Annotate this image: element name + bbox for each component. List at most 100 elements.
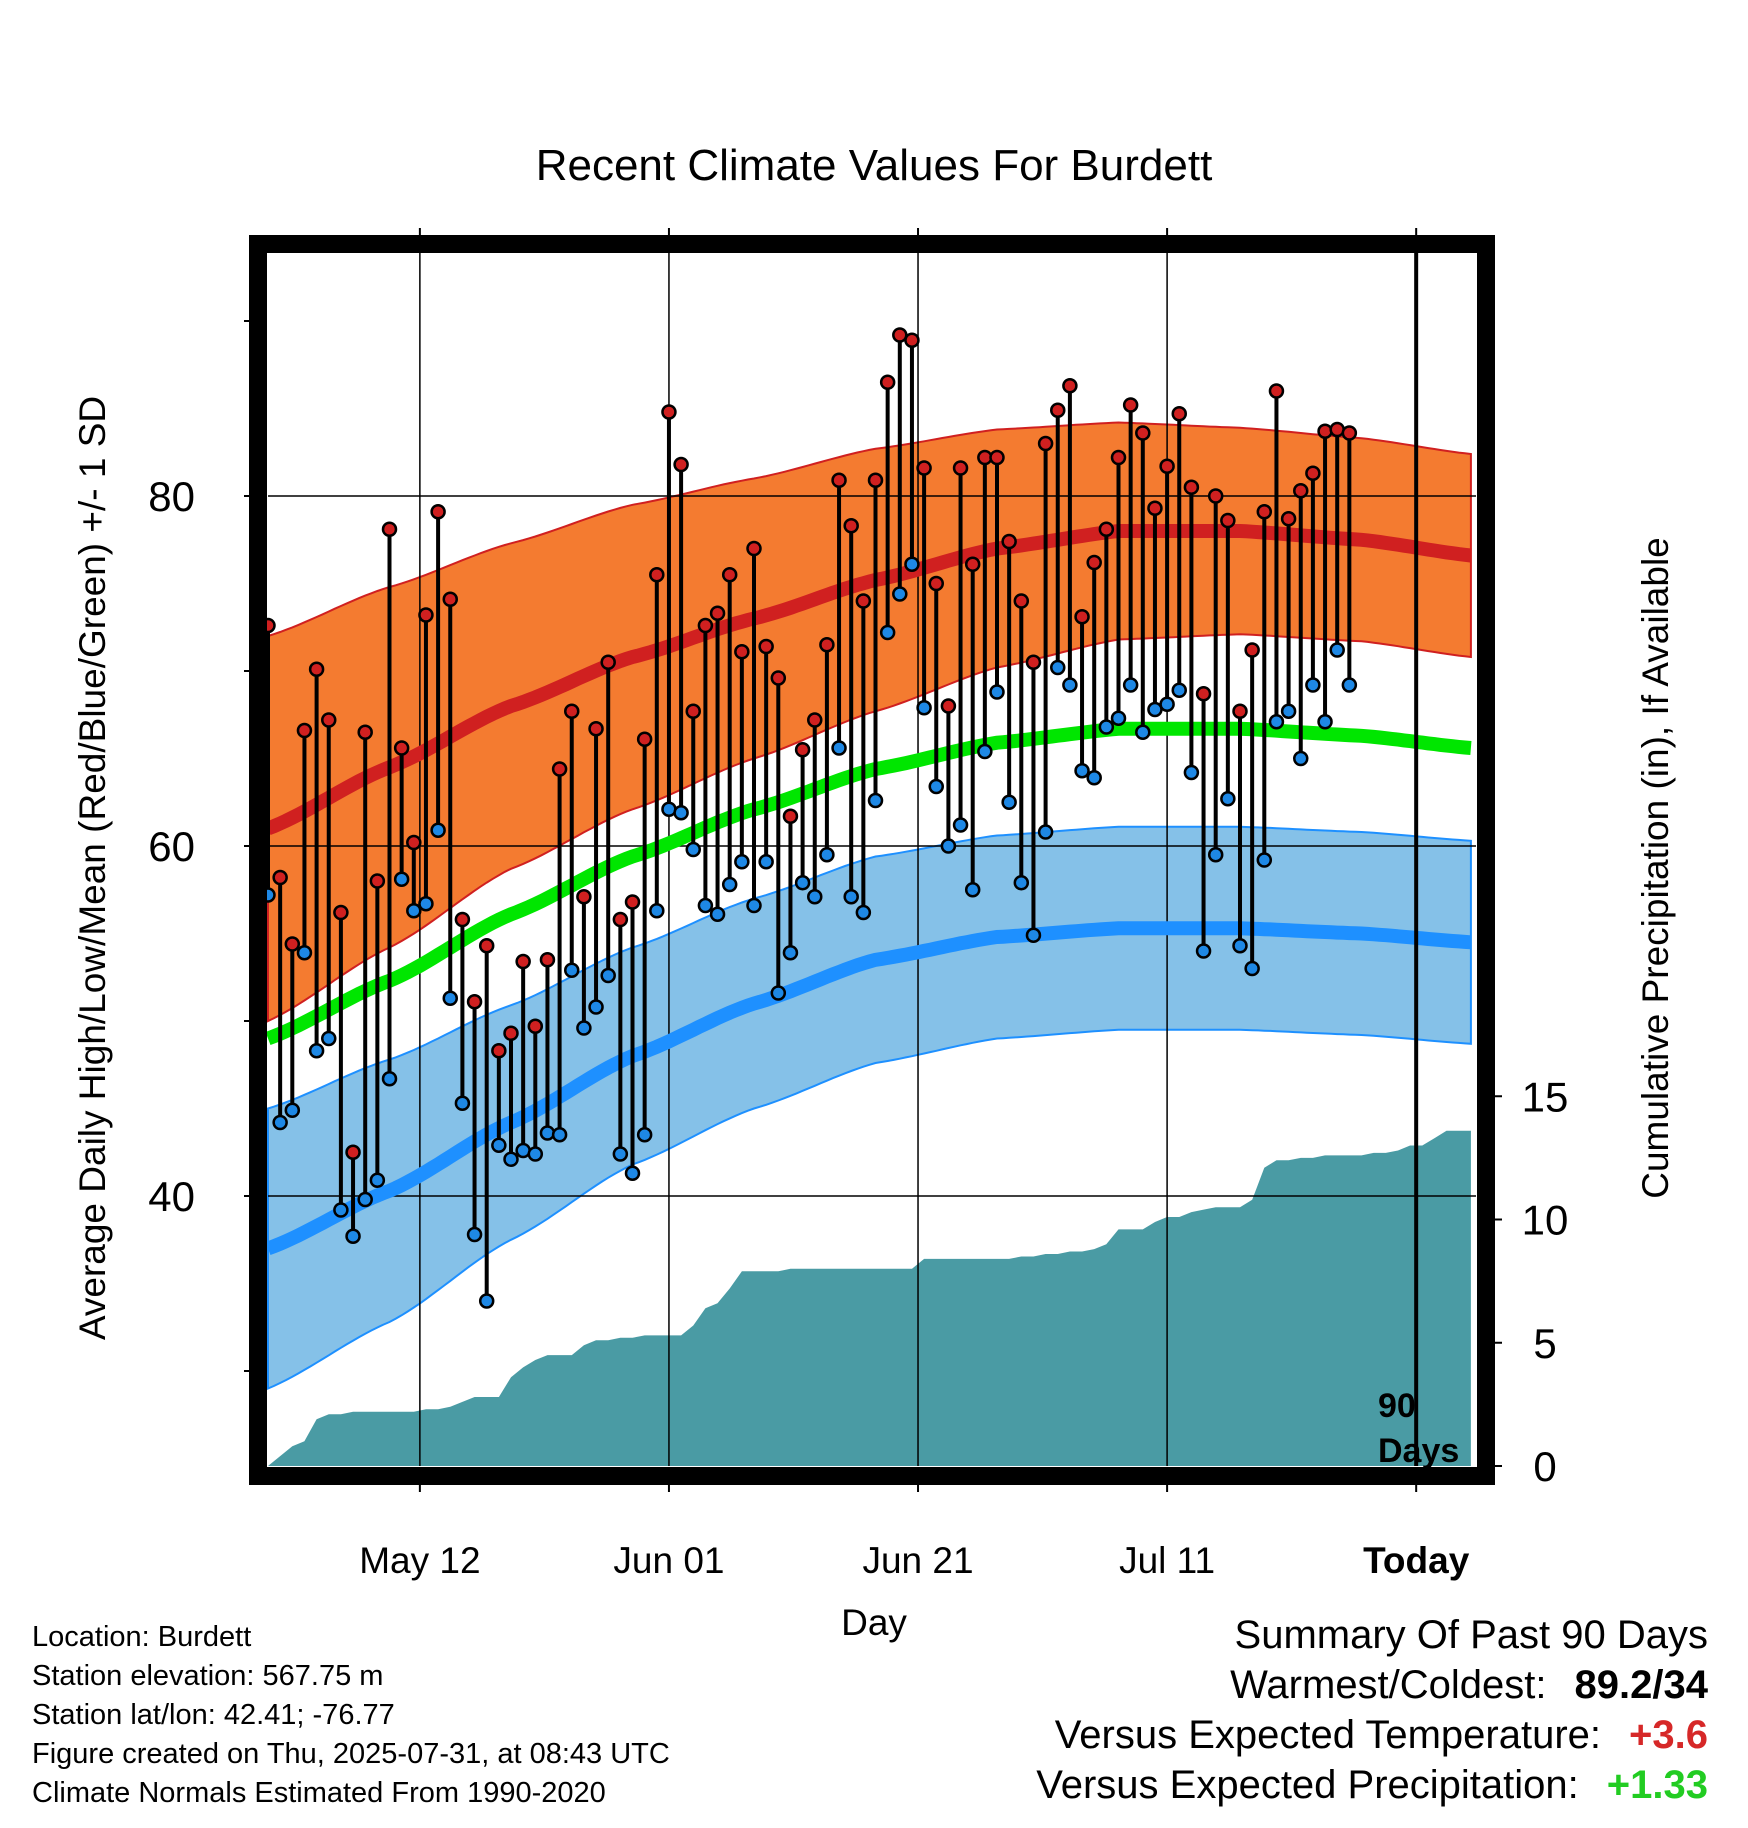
daily-high-point — [989, 449, 1005, 466]
daily-low-point — [1013, 875, 1030, 891]
y-axis-title: Average Daily High/Low/Mean (Red/Blue/Gr… — [72, 396, 113, 1340]
daily-low-point — [819, 847, 835, 863]
daily-low-point — [770, 985, 787, 1001]
daily-low-point — [1195, 943, 1212, 959]
summary-title: Summary Of Past 90 Days — [1234, 1613, 1708, 1657]
daily-high-point — [904, 332, 920, 348]
daily-low-point — [685, 841, 701, 858]
daily-low-point — [831, 740, 847, 756]
daily-low-point — [454, 1095, 471, 1111]
low-sd-band — [267, 825, 1472, 1391]
daily-low-point — [333, 1202, 349, 1218]
daily-low-point — [1341, 677, 1358, 693]
daily-low-point — [734, 854, 750, 870]
daily-low-point — [539, 1125, 556, 1141]
daily-low-point — [746, 897, 762, 914]
daily-high-point — [782, 808, 799, 824]
daily-low-point — [1086, 770, 1102, 786]
daily-high-point — [1280, 511, 1297, 527]
y2-axis-title: Cumulative Precipitation (in), If Availa… — [1635, 537, 1676, 1199]
daily-low-point — [442, 990, 458, 1006]
daily-high-point — [758, 638, 774, 655]
daily-high-point — [1159, 458, 1175, 474]
daily-low-point — [345, 1228, 361, 1244]
daily-high-point — [491, 1043, 507, 1059]
temp-anomaly-value: +3.6 — [1629, 1713, 1708, 1757]
latlon-text: Station lat/lon: 42.41; -76.77 — [32, 1699, 395, 1731]
daily-high-point — [636, 731, 653, 747]
warmest-coldest-label: Warmest/Coldest: — [1230, 1663, 1547, 1707]
daily-high-point — [1062, 378, 1078, 394]
daily-low-point — [758, 854, 774, 870]
daily-low-point — [1098, 719, 1115, 735]
daily-high-point — [466, 994, 483, 1010]
daily-high-point — [588, 721, 604, 737]
daily-high-point — [1001, 533, 1017, 550]
daily-low-point — [406, 903, 422, 919]
axes-layer: 40 60 80 0 5 10 15 May 12 Jun 01 Jun 21 Jul 11 Toda… — [148, 228, 1568, 1581]
daily-low-point — [588, 999, 604, 1015]
daily-high-point — [1098, 521, 1115, 537]
daily-high-point — [527, 1018, 544, 1034]
warmest-coldest-row: Warmest/Coldest: 89.2/34 — [1036, 1660, 1708, 1710]
daily-high-point — [624, 894, 641, 910]
daily-high-point — [1268, 383, 1285, 399]
high-sd-band — [267, 421, 1472, 1023]
daily-high-point — [454, 911, 471, 928]
daily-high-point — [308, 661, 325, 677]
daily-low-point — [466, 1226, 483, 1243]
daily-low-point — [1074, 763, 1090, 779]
daily-low-point — [576, 1020, 592, 1036]
daily-low-point — [491, 1137, 507, 1153]
daily-high-point — [333, 904, 349, 921]
normal-lines-layer — [265, 524, 1472, 1256]
normal-bands-layer — [267, 421, 1472, 1391]
daily-low-point — [649, 903, 665, 919]
x-tick-label: Jul 11 — [1119, 1540, 1215, 1581]
daily-high-point — [612, 911, 629, 928]
daily-low-point — [369, 1172, 386, 1188]
y-tick-label: 80 — [148, 473, 195, 520]
daily-low-point — [892, 586, 908, 602]
daily-low-point — [1025, 927, 1042, 943]
daily-high-point — [1195, 686, 1212, 702]
daily-high-point — [1110, 449, 1127, 466]
daily-high-point — [551, 761, 568, 777]
daily-low-point — [709, 906, 726, 922]
daily-low-point — [807, 889, 823, 905]
daily-low-point — [564, 962, 580, 978]
daily-high-point — [1037, 435, 1054, 452]
daily-high-point — [649, 567, 665, 583]
chart-title: Recent Climate Values For Burdett — [536, 141, 1213, 190]
daily-low-point — [1207, 847, 1224, 863]
daily-high-point — [940, 698, 957, 714]
y2-tick-label: 15 — [1522, 1073, 1569, 1120]
today-marker-label: Days — [1378, 1432, 1459, 1470]
daily-high-point — [1147, 500, 1163, 516]
elevation-text: Station elevation: 567.75 m — [32, 1660, 384, 1692]
daily-high-point — [442, 591, 458, 607]
daily-low-point — [1037, 824, 1054, 840]
daily-low-point — [916, 700, 932, 716]
daily-high-point — [794, 742, 811, 758]
daily-high-point — [819, 637, 835, 653]
daily-high-point — [1220, 512, 1236, 529]
daily-high-point — [1122, 397, 1139, 413]
daily-high-point — [1256, 504, 1273, 520]
daily-low-point — [879, 624, 896, 641]
daily-high-point — [369, 873, 386, 889]
daily-low-point — [1062, 677, 1078, 693]
daily-low-point — [697, 897, 714, 914]
daily-low-point — [284, 1102, 301, 1118]
daily-low-point — [673, 805, 689, 821]
daily-low-point — [357, 1191, 373, 1208]
daily-high-point — [916, 460, 932, 476]
daily-low-point — [1317, 714, 1333, 730]
daily-high-point — [1135, 425, 1151, 441]
daily-low-point — [636, 1127, 653, 1143]
x-tick-label: Jun 01 — [613, 1540, 724, 1581]
daily-high-point — [1086, 554, 1102, 571]
plot-frame — [249, 235, 1495, 1485]
daily-high-point — [1305, 465, 1321, 481]
